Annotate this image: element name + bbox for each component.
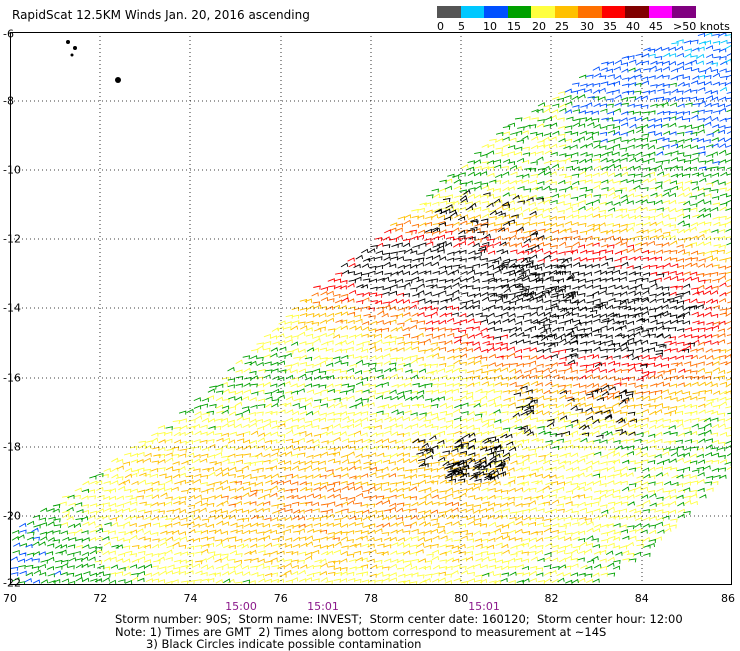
x-tick-label: 74 [183, 592, 198, 605]
wind-barbs [10, 32, 732, 584]
time-label: 15:01 [468, 600, 500, 613]
scale-swatch [484, 6, 508, 18]
y-tick-label: -6 [3, 27, 14, 41]
scale-swatch [507, 6, 531, 18]
x-tick-label: 72 [93, 592, 108, 605]
time-label: 15:00 [225, 600, 257, 613]
wind-barbs [11, 67, 732, 585]
y-tick-label: -8 [3, 94, 14, 108]
note-line: Note: 1) Times are GMT 2) Times along bo… [115, 625, 607, 639]
scale-swatch [578, 6, 602, 18]
scale-swatch [554, 6, 578, 18]
scale-swatch [531, 6, 555, 18]
x-tick-label: 76 [273, 592, 288, 605]
y-tick-label: -20 [3, 509, 21, 523]
scale-label: 45 [649, 20, 663, 33]
scale-swatch [672, 6, 696, 18]
wind-barbs [313, 229, 727, 387]
scale-label: 20 [532, 20, 546, 33]
map-title: RapidScat 12.5KM Winds Jan. 20, 2016 asc… [12, 8, 310, 22]
y-tick-label: -22 [3, 576, 21, 590]
island-marker [115, 77, 121, 83]
x-tick-label: 82 [544, 592, 559, 605]
storm-info-line: Storm number: 90S; Storm name: INVEST; S… [115, 612, 683, 626]
y-tick-label: -14 [3, 301, 21, 315]
x-tick-label: 78 [364, 592, 378, 605]
island-marker [73, 46, 77, 50]
scale-label: 40 [626, 20, 640, 33]
wind-barbs [109, 202, 732, 578]
scale-swatch [460, 6, 484, 18]
island-marker [70, 53, 74, 57]
wind-map-plot [10, 32, 732, 585]
x-tick-label: 86 [721, 592, 735, 605]
scale-label: 5 [458, 20, 465, 33]
time-label: 15:01 [307, 600, 339, 613]
x-tick-label: 70 [3, 592, 17, 605]
scale-label: 15 [507, 20, 521, 33]
scale-label: 25 [555, 20, 569, 33]
scale-label: 30 [580, 20, 594, 33]
scale-swatch [625, 6, 649, 18]
x-tick-label: 80 [454, 592, 469, 605]
y-tick-label: -12 [3, 232, 21, 246]
scale-swatch [601, 6, 625, 18]
y-tick-label: -10 [3, 163, 21, 177]
island-marker [66, 40, 70, 44]
note-line: 3) Black Circles indicate possible conta… [146, 637, 422, 651]
scale-label: 35 [603, 20, 617, 33]
scale-swatch [648, 6, 672, 18]
scale-label: 0 [437, 20, 444, 33]
plot-frame [10, 32, 732, 585]
y-tick-label: -16 [3, 371, 21, 384]
x-tick-label: 84 [634, 592, 649, 605]
wind-speed-color-scale: 0 5 10 15 20 25 30 35 40 45 >50 knots [437, 6, 737, 40]
scale-swatch [437, 6, 461, 18]
wind-barbs [340, 189, 704, 483]
scale-label: >50 knots [673, 20, 730, 33]
scale-label: 10 [483, 20, 497, 33]
y-tick-label: -18 [3, 440, 21, 454]
